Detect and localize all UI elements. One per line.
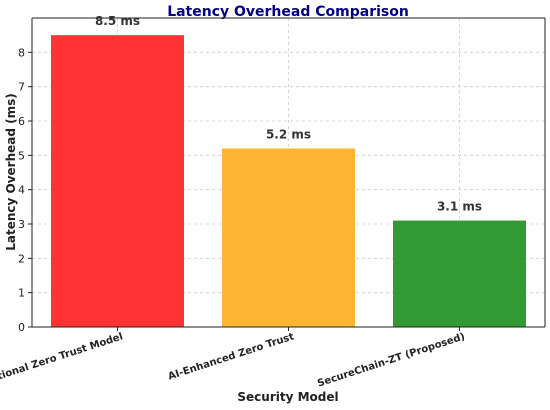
x-tick-label: Traditional Zero Trust Model — [0, 331, 124, 391]
y-axis-label: Latency Overhead (ms) — [4, 93, 18, 251]
data-labels: 8.5 ms 5.2 ms 3.1 ms — [95, 14, 482, 213]
x-tick-labels: Traditional Zero Trust Model AI-Enhanced … — [0, 331, 466, 391]
chart-title: Latency Overhead Comparison — [167, 4, 409, 20]
bars-layer — [51, 35, 526, 328]
bar — [51, 35, 184, 328]
y-tick-label: 2 — [18, 252, 25, 265]
data-label: 3.1 ms — [437, 200, 482, 214]
x-axis-label: Security Model — [237, 390, 338, 404]
y-tick-label: 3 — [18, 218, 25, 231]
x-tick-label: AI-Enhanced Zero Trust — [167, 331, 296, 382]
y-tick-label: 8 — [18, 46, 25, 59]
y-ticks: 0 1 2 3 4 5 6 7 8 — [18, 46, 460, 334]
data-label: 5.2 ms — [266, 127, 311, 141]
y-tick-label: 1 — [18, 287, 25, 300]
data-label: 8.5 ms — [95, 14, 140, 28]
y-tick-label: 6 — [18, 115, 25, 128]
y-tick-label: 7 — [18, 81, 25, 94]
y-tick-label: 4 — [18, 184, 25, 197]
y-tick-label: 5 — [18, 149, 25, 162]
bar — [393, 220, 526, 327]
y-tick-label: 0 — [18, 321, 25, 334]
bar — [222, 148, 355, 327]
x-tick-label: SecureChain-ZT (Proposed) — [316, 331, 466, 389]
